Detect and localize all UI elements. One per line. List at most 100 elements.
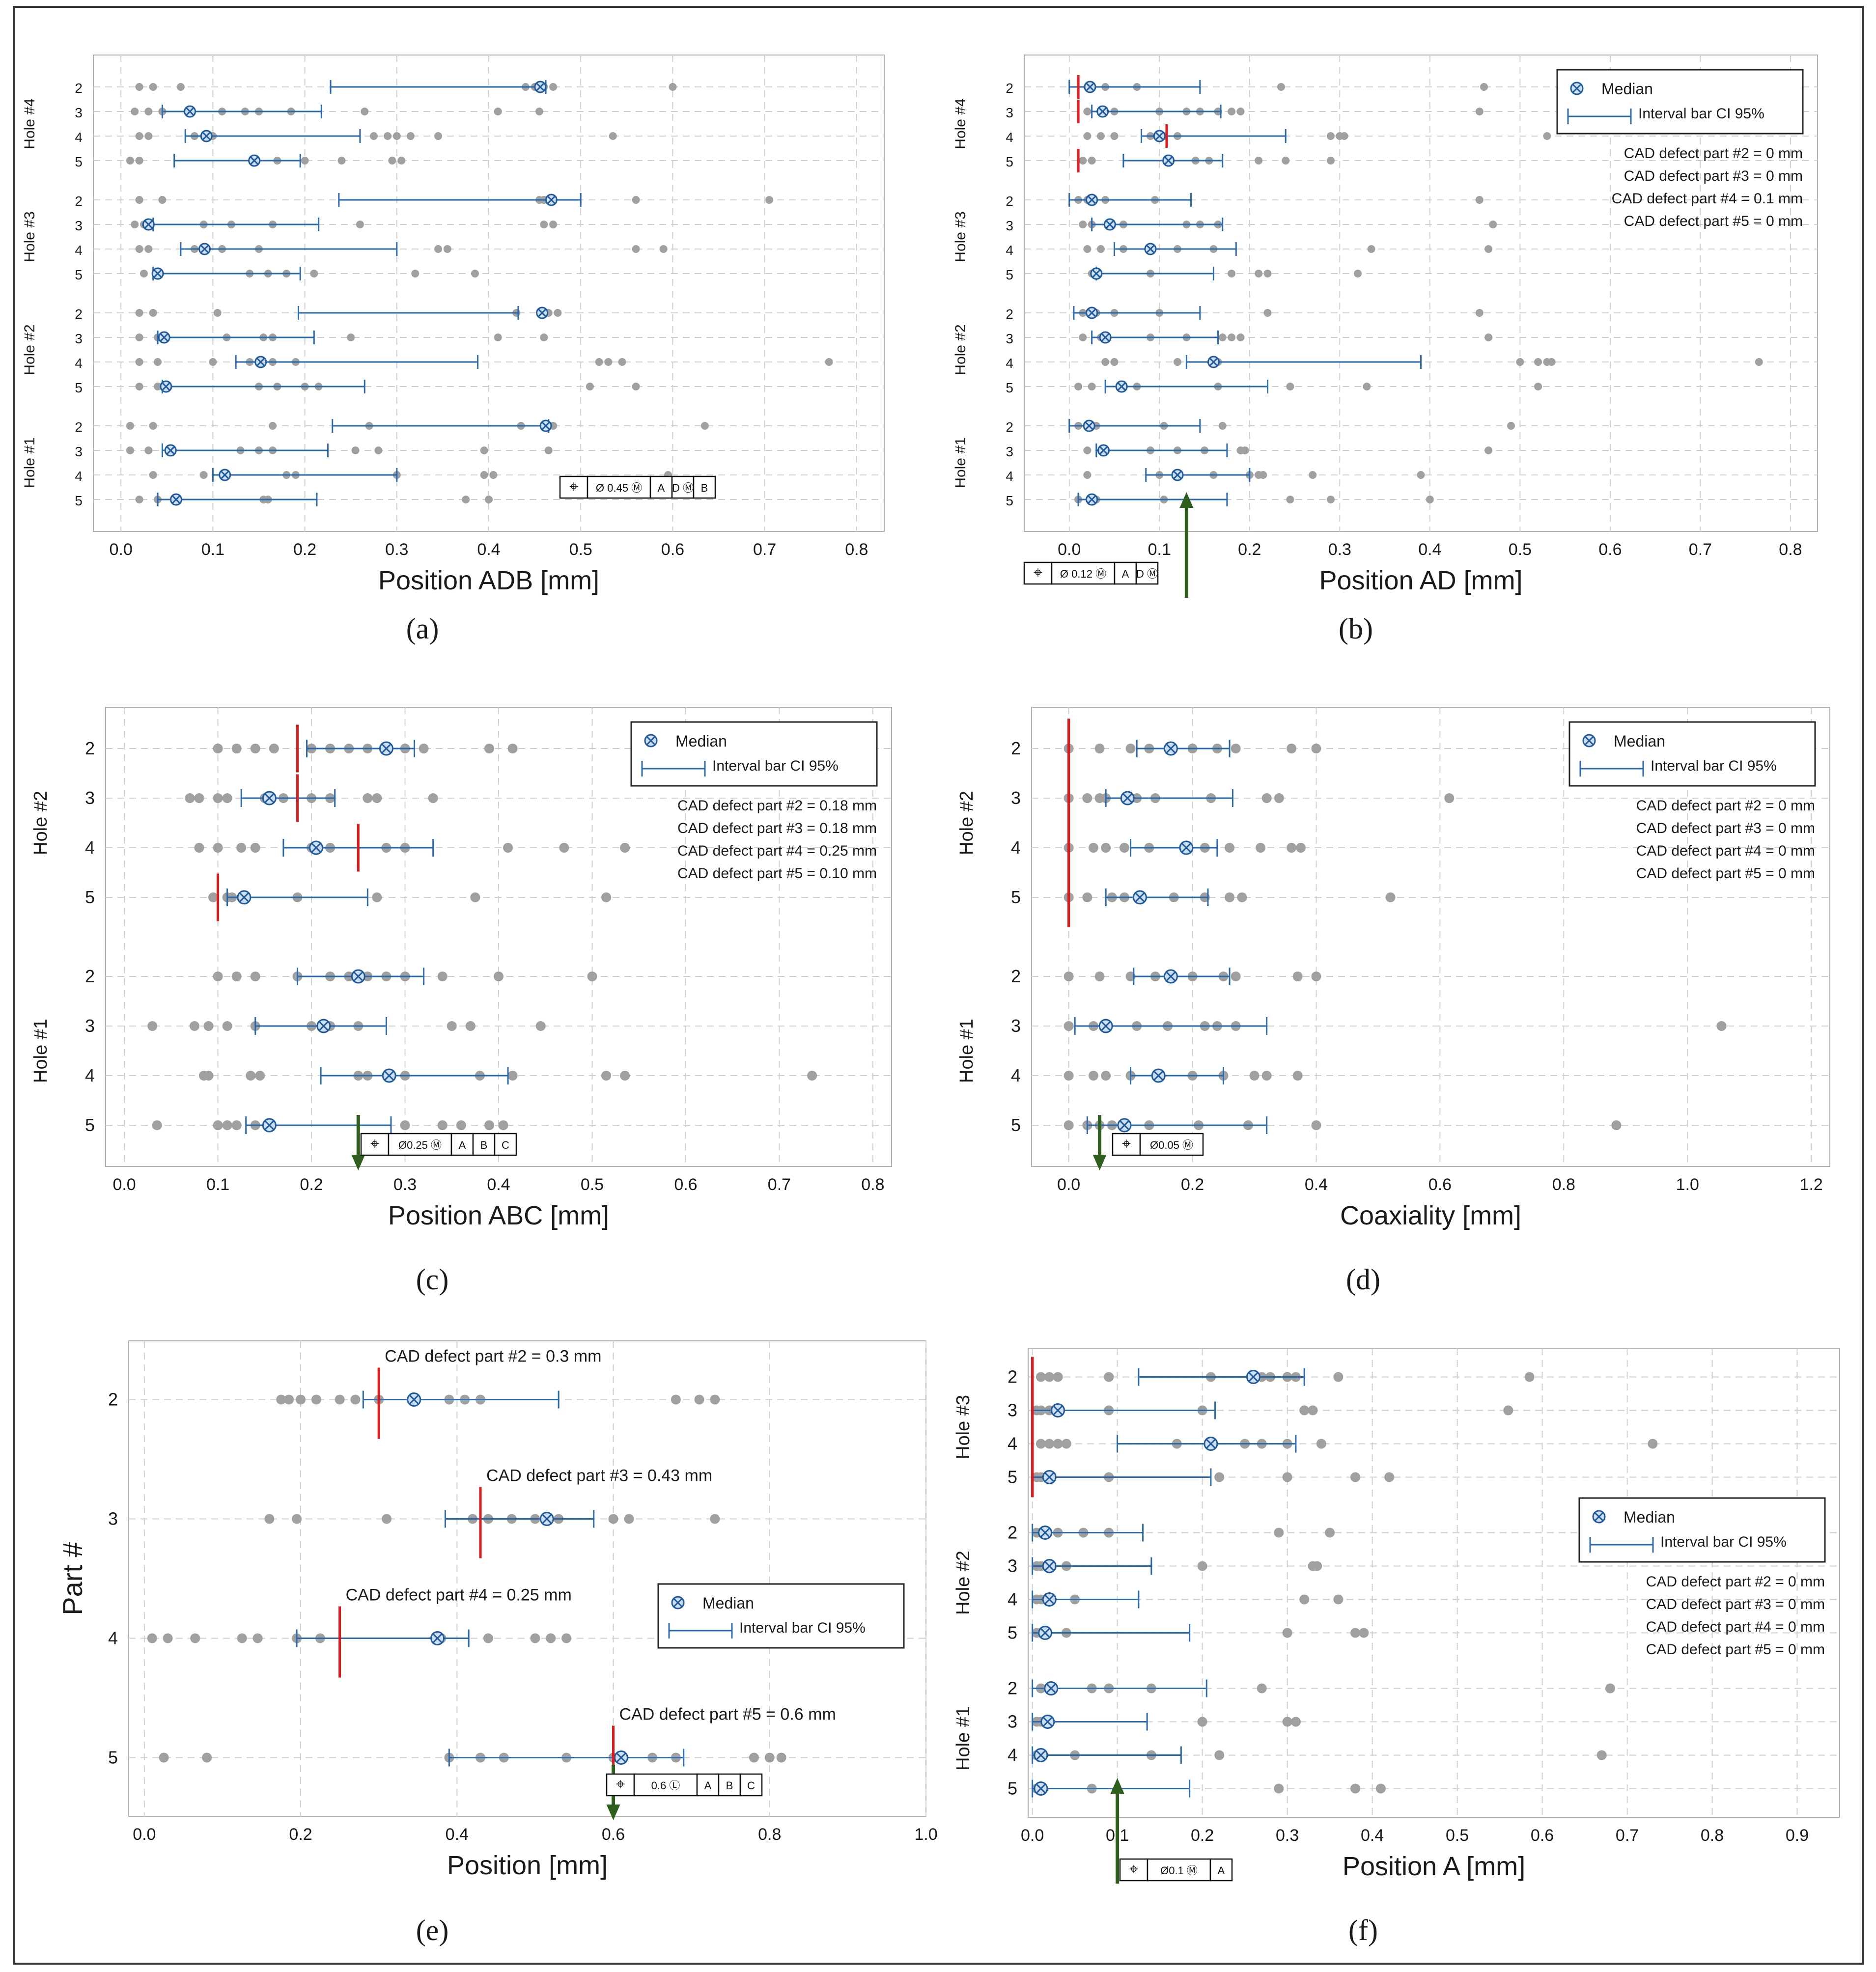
gdt-cell bbox=[693, 475, 716, 499]
median-marker bbox=[1171, 469, 1184, 481]
row-label: 5 bbox=[1011, 887, 1021, 907]
data-point bbox=[1611, 1120, 1622, 1130]
data-point bbox=[1214, 1472, 1225, 1482]
data-point bbox=[1061, 1439, 1071, 1449]
row-label: 2 bbox=[85, 966, 95, 986]
median-cross bbox=[1044, 1594, 1055, 1605]
data-point bbox=[255, 1071, 265, 1081]
data-point bbox=[154, 358, 162, 366]
data-point bbox=[1326, 132, 1335, 140]
cad-defect-note: CAD defect part #2 = 0 mm bbox=[1624, 145, 1803, 162]
median-marker bbox=[1115, 380, 1128, 393]
data-point bbox=[419, 744, 429, 753]
figure-border bbox=[13, 6, 1864, 1965]
gdt-cell-text: Ø 0.12 Ⓜ bbox=[1060, 568, 1106, 580]
x-tick-label: 0.6 bbox=[1531, 1826, 1554, 1845]
data-point bbox=[149, 309, 157, 317]
group-label: Hole #3 bbox=[22, 211, 38, 262]
data-point bbox=[1333, 1372, 1344, 1382]
x-tick-label: 0.7 bbox=[753, 540, 776, 559]
data-point bbox=[1044, 1439, 1055, 1449]
median-marker bbox=[536, 306, 549, 319]
median-marker bbox=[1034, 1781, 1048, 1796]
median-cross bbox=[1099, 446, 1108, 455]
data-point bbox=[1312, 1561, 1322, 1571]
cad-defect-note: CAD defect part #2 = 0 mm bbox=[1636, 798, 1815, 814]
data-point bbox=[158, 196, 167, 204]
panel-label: (e) bbox=[416, 1914, 449, 1946]
row-label: 5 bbox=[1008, 1778, 1017, 1799]
x-axis-label: Position ABC [mm] bbox=[388, 1201, 609, 1230]
tolerance-arrow bbox=[1110, 1778, 1124, 1884]
data-point bbox=[1083, 446, 1092, 454]
data-point bbox=[1507, 422, 1515, 430]
data-point bbox=[546, 1633, 556, 1643]
data-point bbox=[535, 1021, 546, 1031]
data-point bbox=[1282, 1628, 1292, 1638]
legend-ci-label: Interval bar CI 95% bbox=[1651, 758, 1777, 774]
data-point bbox=[1064, 1071, 1074, 1081]
median-cross bbox=[264, 793, 275, 804]
x-tick-label: 0.6 bbox=[674, 1175, 697, 1194]
data-point bbox=[126, 446, 134, 454]
gdt-frame: ⌖ Ø 0.45 Ⓜ A D Ⓜ B bbox=[559, 475, 716, 499]
median-cross bbox=[1181, 842, 1192, 853]
median-cross bbox=[256, 358, 265, 366]
x-tick-label: 0.2 bbox=[1238, 540, 1261, 559]
group-label: Hole #1 bbox=[956, 1019, 977, 1083]
data-point bbox=[1074, 383, 1083, 390]
gdt-cell bbox=[360, 1133, 390, 1156]
data-point bbox=[213, 1120, 223, 1130]
median-marker bbox=[382, 1068, 396, 1083]
data-point bbox=[1354, 270, 1362, 278]
data-point bbox=[1082, 793, 1092, 803]
data-point bbox=[1547, 358, 1556, 366]
data-point bbox=[135, 83, 143, 91]
median-cross bbox=[1040, 1528, 1050, 1538]
x-tick-label: 0.7 bbox=[1689, 540, 1712, 559]
data-point bbox=[1287, 744, 1297, 753]
data-point bbox=[269, 422, 277, 430]
x-tick-label: 0.8 bbox=[758, 1825, 781, 1844]
row-label: 3 bbox=[1011, 788, 1021, 808]
median-marker bbox=[1120, 791, 1135, 805]
data-point bbox=[400, 1120, 410, 1130]
cad-defect-note: CAD defect part #5 = 0.10 mm bbox=[677, 865, 877, 882]
gdt-cell-text: ⌖ bbox=[1034, 563, 1042, 581]
data-point bbox=[1299, 1405, 1310, 1416]
legend-median-icon bbox=[673, 1598, 683, 1608]
data-point bbox=[601, 1071, 612, 1081]
median-marker bbox=[1040, 1715, 1055, 1729]
data-point bbox=[604, 358, 613, 366]
data-point bbox=[126, 422, 134, 430]
median-marker bbox=[545, 194, 558, 206]
median-marker bbox=[160, 380, 172, 393]
panel-d: 0.0 0.2 0.4 0.6 0.8 1.0 1.2 2 3 4 5 Hole #2 2 3 4 5 Hole… bbox=[956, 707, 1830, 1296]
data-point bbox=[1094, 972, 1105, 981]
median-cross bbox=[541, 421, 550, 430]
median-marker bbox=[1103, 218, 1116, 231]
x-tick-label: 0.8 bbox=[1779, 540, 1802, 559]
legend: Median Interval bar CI 95% bbox=[1578, 1497, 1826, 1563]
data-point bbox=[361, 108, 369, 115]
data-point bbox=[1375, 1783, 1386, 1794]
gdt-frame: ⌖ 0.6 Ⓛ A B C bbox=[606, 1773, 763, 1797]
data-point bbox=[250, 744, 260, 753]
x-tick-label: 1.0 bbox=[1676, 1175, 1699, 1194]
data-point bbox=[296, 1394, 306, 1405]
gdt-cell-text: D Ⓜ bbox=[672, 482, 694, 494]
median-cross bbox=[1040, 1628, 1050, 1638]
row-label: 3 bbox=[1008, 1400, 1017, 1420]
arrow-head bbox=[351, 1155, 365, 1170]
x-tick-label: 0.8 bbox=[1552, 1175, 1575, 1194]
data-point bbox=[1083, 108, 1092, 115]
cad-defect-label: CAD defect part #5 = 0.6 mm bbox=[619, 1705, 836, 1724]
row-label: 3 bbox=[75, 331, 83, 346]
row-label: 5 bbox=[108, 1748, 118, 1768]
data-point bbox=[428, 793, 438, 803]
data-point bbox=[372, 793, 382, 803]
x-tick-label: 0.5 bbox=[1509, 540, 1532, 559]
data-point bbox=[1484, 446, 1493, 454]
row-label: 2 bbox=[1011, 738, 1021, 758]
